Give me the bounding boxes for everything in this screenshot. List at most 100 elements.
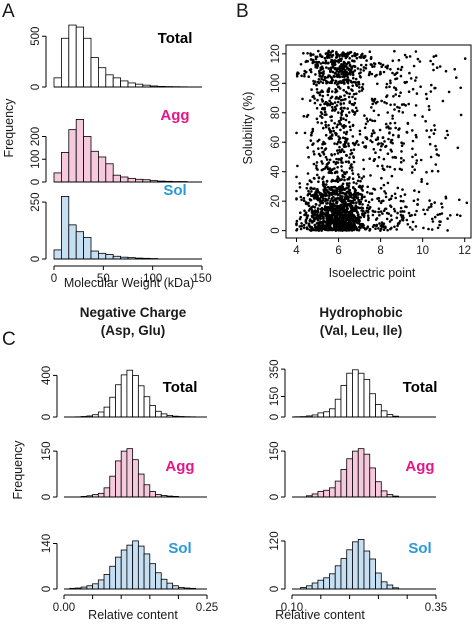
scatter-point bbox=[331, 126, 335, 130]
y-tick-label: 20 bbox=[270, 195, 282, 208]
scatter-point bbox=[425, 170, 428, 174]
scatter-point bbox=[341, 75, 344, 78]
scatter-point bbox=[396, 105, 399, 109]
scatter-point bbox=[324, 59, 328, 63]
scatter-point bbox=[433, 215, 437, 219]
scatter-point bbox=[375, 73, 378, 77]
scatter-point bbox=[401, 111, 405, 114]
scatter-point bbox=[416, 57, 420, 61]
scatter-point bbox=[420, 178, 424, 181]
scatter-point bbox=[393, 121, 397, 125]
scatter-point bbox=[399, 160, 403, 164]
scatter-point bbox=[317, 60, 321, 64]
panel-c-right-title-line1: Hydrophobic bbox=[319, 305, 403, 320]
scatter-point bbox=[315, 107, 319, 110]
scatter-point bbox=[379, 201, 383, 205]
histogram-bar bbox=[90, 57, 99, 88]
scatter-point bbox=[335, 157, 338, 161]
scatter-point bbox=[331, 70, 335, 74]
scatter-point bbox=[328, 81, 332, 84]
scatter-point bbox=[310, 211, 314, 214]
scatter-point bbox=[326, 90, 330, 93]
histogram-bar bbox=[317, 412, 325, 418]
scatter-point bbox=[336, 100, 340, 104]
scatter-point bbox=[353, 59, 356, 63]
y-tick-label: 200 bbox=[30, 127, 42, 146]
scatter-point bbox=[360, 63, 363, 67]
scatter-point bbox=[324, 52, 328, 55]
scatter-point bbox=[415, 76, 418, 79]
scatter-point bbox=[368, 229, 371, 232]
scatter-point bbox=[313, 101, 317, 105]
scatter-point bbox=[328, 208, 331, 211]
scatter-point bbox=[407, 102, 411, 106]
scatter-point bbox=[316, 210, 320, 214]
scatter-point bbox=[316, 207, 320, 210]
histogram-bar bbox=[375, 572, 382, 590]
scatter-point bbox=[365, 117, 369, 120]
panel-c-left-title-line2: (Asp, Glu) bbox=[101, 323, 166, 338]
scatter-point bbox=[424, 119, 427, 123]
scatter-point bbox=[342, 131, 346, 134]
scatter-point bbox=[348, 156, 351, 159]
scatter-point bbox=[405, 130, 409, 134]
scatter-point bbox=[313, 210, 317, 213]
scatter-point bbox=[319, 91, 322, 94]
scatter-point bbox=[343, 65, 347, 68]
scatter-point bbox=[354, 225, 358, 229]
scatter-point bbox=[330, 78, 334, 82]
scatter-point bbox=[310, 207, 313, 211]
scatter-point bbox=[325, 183, 328, 186]
scatter-point bbox=[378, 213, 381, 217]
scatter-point bbox=[415, 92, 419, 95]
scatter-point bbox=[325, 158, 329, 161]
scatter-point bbox=[348, 63, 352, 67]
scatter-point bbox=[337, 220, 340, 224]
histogram-bar bbox=[127, 177, 136, 183]
scatter-point bbox=[349, 164, 353, 168]
scatter-point bbox=[314, 73, 317, 76]
scatter-point bbox=[368, 157, 372, 160]
scatter-point bbox=[351, 141, 355, 145]
scatter-point bbox=[319, 66, 323, 69]
scatter-point bbox=[429, 155, 433, 159]
scatter-point bbox=[298, 225, 302, 228]
histogram-bar bbox=[346, 372, 353, 418]
scatter-point bbox=[340, 148, 344, 151]
panel-letter-a: A bbox=[2, 1, 15, 22]
scatter-point bbox=[342, 124, 346, 127]
scatter-point bbox=[344, 90, 348, 94]
scatter-point bbox=[330, 180, 333, 183]
scatter-point bbox=[347, 95, 351, 99]
scatter-point bbox=[322, 194, 326, 197]
histogram-bar bbox=[92, 583, 99, 590]
scatter-point bbox=[355, 201, 358, 204]
scatter-point bbox=[385, 95, 388, 99]
panel-c-left-x-axis-label: Relative content bbox=[88, 608, 178, 622]
histogram-bar bbox=[334, 398, 342, 418]
scatter-point bbox=[361, 207, 365, 210]
scatter-point bbox=[358, 225, 361, 229]
scatter-point bbox=[306, 172, 310, 175]
scatter-point bbox=[340, 215, 344, 219]
scatter-point bbox=[310, 194, 313, 197]
x-tick-label: 50 bbox=[97, 273, 110, 285]
scatter-point bbox=[391, 59, 395, 63]
histogram-bar bbox=[83, 37, 92, 88]
scatter-point bbox=[311, 205, 315, 208]
scatter-point bbox=[319, 114, 322, 118]
scatter-point bbox=[319, 103, 322, 107]
scatter-point bbox=[316, 173, 319, 177]
scatter-point bbox=[375, 223, 379, 227]
panel-a-x-axis-label: Molecular Weight (kDa) bbox=[64, 276, 194, 290]
scatter-point bbox=[437, 154, 441, 157]
scatter-point bbox=[324, 123, 328, 127]
scatter-point bbox=[324, 186, 327, 190]
scatter-point bbox=[408, 71, 411, 75]
scatter-point bbox=[314, 55, 318, 59]
scatter-point bbox=[330, 105, 334, 109]
scatter-point bbox=[367, 218, 370, 222]
scatter-point bbox=[438, 223, 441, 227]
scatter-point bbox=[459, 86, 463, 90]
scatter-point bbox=[405, 205, 408, 209]
